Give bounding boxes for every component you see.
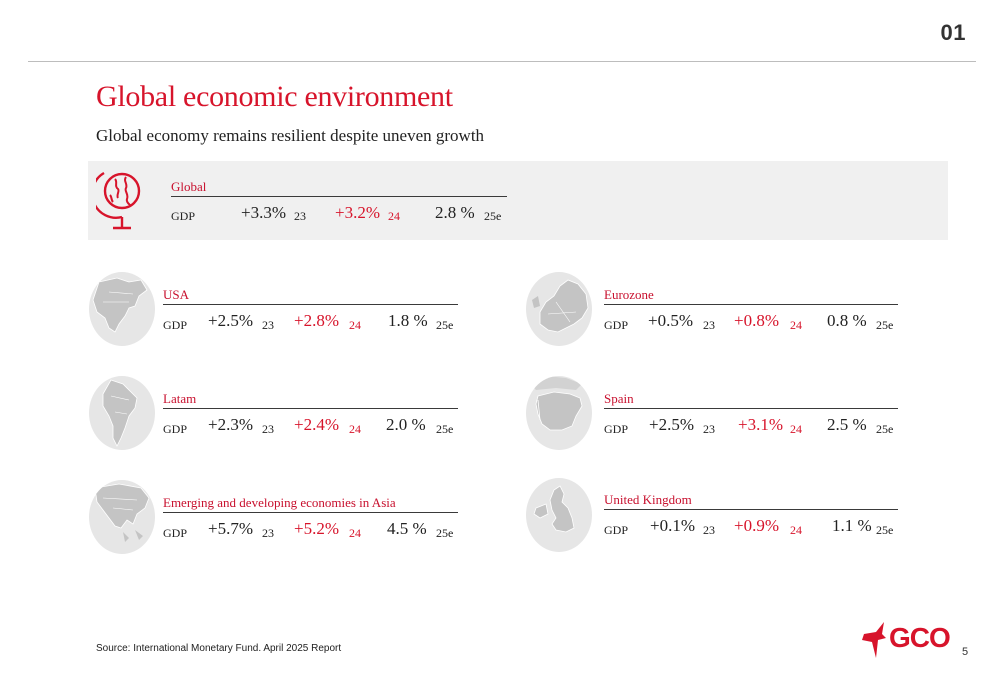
region-name: United Kingdom: [604, 492, 692, 507]
gdp-2024-value: +3.1%: [738, 415, 783, 434]
north-america-map-icon: [89, 272, 155, 346]
gdp-2023-value: +0.5%: [648, 311, 693, 330]
gdp-2025-year: 25e: [876, 422, 894, 436]
gdp-2024-year: 24: [790, 318, 802, 332]
region-divider: [163, 304, 458, 305]
eurozone-stats: Eurozone GDP +0.5% 23 +0.8% 24 0.8 % 25e: [604, 287, 904, 337]
gdp-2023-year: 23: [703, 422, 715, 436]
region-divider: [163, 408, 458, 409]
spain-map-icon: [526, 376, 592, 450]
asia-stats: Emerging and developing economies in Asi…: [163, 495, 463, 545]
region-name: Emerging and developing economies in Asi…: [163, 495, 396, 510]
gdp-2023-value: +3.3%: [241, 203, 286, 222]
region-divider: [163, 512, 458, 513]
globe-icon: [96, 171, 141, 230]
gdp-2024-year: 24: [790, 523, 802, 537]
global-stats: Global GDP +3.3% 23 +3.2% 24 2.8 % 25e: [171, 179, 591, 225]
south-america-map-icon: [89, 376, 155, 450]
gdp-2025-estimate: 1.1 %: [832, 516, 872, 535]
page-number: 5: [962, 646, 969, 658]
gdp-label: GDP: [171, 209, 196, 223]
asia-map-icon: [89, 480, 155, 554]
bird-logo-icon: [862, 622, 886, 658]
gdp-label: GDP: [163, 318, 188, 332]
usa-stats: USA GDP +2.5% 23 +2.8% 24 1.8 % 25e: [163, 287, 463, 337]
gdp-2025-estimate: 2.5 %: [827, 415, 867, 434]
page-title: Global economic environment: [96, 80, 453, 113]
gdp-label: GDP: [604, 318, 629, 332]
gdp-2023-year: 23: [262, 318, 274, 332]
latam-stats: Latam GDP +2.3% 23 +2.4% 24 2.0 % 25e: [163, 391, 463, 441]
gdp-2024-year: 24: [388, 209, 400, 223]
gdp-2024-value: +5.2%: [294, 519, 339, 538]
gdp-label: GDP: [604, 422, 629, 436]
gdp-2023-value: +2.5%: [649, 415, 694, 434]
gdp-label: GDP: [604, 523, 629, 537]
gdp-2025-year: 25e: [436, 422, 454, 436]
region-divider: [604, 408, 898, 409]
gdp-2024-year: 24: [349, 318, 361, 332]
gdp-2025-year: 25e: [876, 523, 894, 537]
region-name: Latam: [163, 391, 197, 406]
gdp-2024-value: +0.8%: [734, 311, 779, 330]
gdp-2024-year: 24: [349, 526, 361, 540]
gco-logo: GCO: [862, 622, 951, 658]
region-divider: [604, 509, 898, 510]
gdp-2023-year: 23: [262, 422, 274, 436]
global-panel: Global GDP +3.3% 23 +3.2% 24 2.8 % 25e: [88, 161, 948, 240]
gdp-2023-value: +0.1%: [650, 516, 695, 535]
gdp-2025-year: 25e: [484, 209, 502, 223]
gdp-label: GDP: [163, 526, 188, 540]
europe-map-icon: [526, 272, 592, 346]
uk-stats: United Kingdom GDP +0.1% 23 +0.9% 24 1.1…: [604, 492, 904, 542]
region-name: Global: [171, 179, 207, 194]
gdp-2024-value: +3.2%: [335, 203, 380, 222]
region-name: Eurozone: [604, 287, 654, 302]
gdp-2025-estimate: 2.0 %: [386, 415, 426, 434]
gdp-2025-estimate: 4.5 %: [387, 519, 427, 538]
gdp-2023-value: +2.3%: [208, 415, 253, 434]
source-note: Source: International Monetary Fund. Apr…: [96, 643, 342, 654]
region-divider: [604, 304, 898, 305]
gdp-2023-value: +2.5%: [208, 311, 253, 330]
section-number: 01: [940, 20, 966, 45]
gdp-2024-value: +2.8%: [294, 311, 339, 330]
gdp-2025-year: 25e: [436, 526, 454, 540]
gdp-2024-year: 24: [349, 422, 361, 436]
gdp-2023-value: +5.7%: [208, 519, 253, 538]
gdp-2023-year: 23: [703, 318, 715, 332]
gdp-2024-value: +2.4%: [294, 415, 339, 434]
gdp-2025-estimate: 1.8 %: [388, 311, 428, 330]
gdp-2024-value: +0.9%: [734, 516, 779, 535]
region-divider: [171, 196, 507, 197]
gdp-label: GDP: [163, 422, 188, 436]
gdp-2023-year: 23: [294, 209, 306, 223]
region-name: USA: [163, 287, 190, 302]
gdp-2025-year: 25e: [436, 318, 454, 332]
uk-map-icon: [526, 478, 592, 552]
region-name: Spain: [604, 391, 634, 406]
gdp-2024-year: 24: [790, 422, 802, 436]
gdp-2025-estimate: 2.8 %: [435, 203, 475, 222]
logo-text: GCO: [889, 622, 951, 653]
page-subtitle: Global economy remains resilient despite…: [96, 126, 485, 145]
gdp-2023-year: 23: [262, 526, 274, 540]
gdp-2025-year: 25e: [876, 318, 894, 332]
gdp-2025-estimate: 0.8 %: [827, 311, 867, 330]
header-divider: [28, 61, 976, 62]
gdp-2023-year: 23: [703, 523, 715, 537]
spain-stats: Spain GDP +2.5% 23 +3.1% 24 2.5 % 25e: [604, 391, 904, 441]
